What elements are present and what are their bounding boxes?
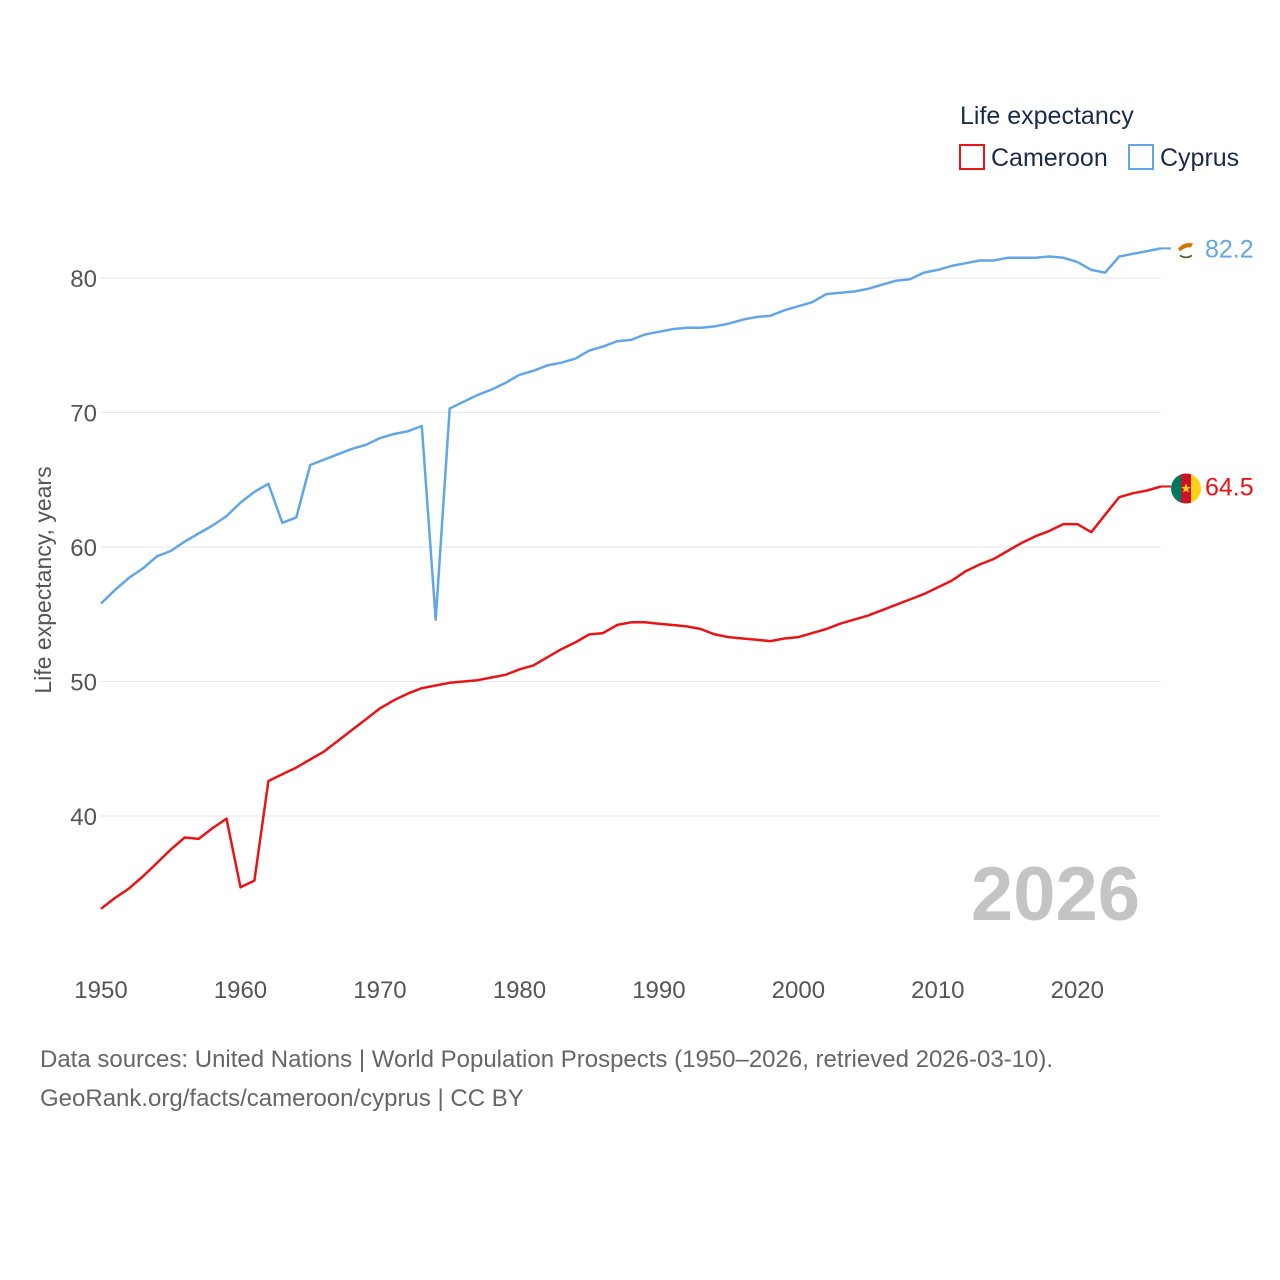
x-tick-label: 1970 — [353, 977, 406, 1004]
x-tick-label: 1990 — [632, 977, 685, 1004]
end-value-label-cyprus: 82.2 — [1205, 235, 1254, 263]
y-tick-label: 60 — [70, 535, 97, 562]
x-tick-label: 1960 — [214, 977, 267, 1004]
source-link[interactable]: GeoRank.org/facts/cameroon/cyprus | CC B… — [40, 1085, 524, 1112]
x-tick-label: 1980 — [493, 977, 546, 1004]
legend[interactable]: Life expectancy Cameroon Cyprus — [959, 102, 1239, 172]
footer: Data sources: United Nations | World Pop… — [40, 1040, 1260, 1118]
series-line-cyprus[interactable] — [100, 247, 1162, 621]
legend-swatch-cyprus — [1128, 144, 1154, 170]
cameroon-flag-icon — [1171, 473, 1201, 504]
y-tick-label: 50 — [70, 670, 97, 697]
legend-label-cameroon: Cameroon — [991, 144, 1108, 172]
data-sources-text: Data sources: United Nations | World Pop… — [40, 1046, 1054, 1073]
y-axis-ticks: 40 50 60 70 80 — [70, 266, 97, 831]
series-group: 64.5 82.2 — [100, 235, 1254, 910]
x-tick-label: 2010 — [911, 977, 964, 1004]
x-tick-label: 2020 — [1051, 977, 1104, 1004]
x-axis-ticks: 1950 1960 1970 1980 1990 2000 2010 2020 — [74, 977, 1104, 1004]
legend-swatch-cameroon — [959, 144, 985, 170]
y-tick-label: 40 — [70, 804, 97, 831]
legend-item-cyprus[interactable]: Cyprus — [1128, 144, 1239, 172]
legend-item-cameroon[interactable]: Cameroon — [959, 144, 1108, 172]
line-chart: 40 50 60 70 80 1950 1960 1970 1980 1990 2000 2010 2… — [30, 102, 1254, 1004]
x-tick-label: 1950 — [74, 977, 127, 1004]
series-line-cameroon[interactable] — [100, 485, 1162, 910]
legend-label-cyprus: Cyprus — [1160, 144, 1239, 172]
x-tick-label: 2000 — [772, 977, 825, 1004]
y-tick-label: 80 — [70, 266, 97, 293]
year-watermark: 2026 — [971, 852, 1140, 937]
legend-title: Life expectancy — [960, 102, 1134, 130]
end-value-label-cameroon: 64.5 — [1205, 473, 1254, 501]
y-tick-label: 70 — [70, 401, 97, 428]
cyprus-flag-icon — [1171, 235, 1201, 266]
y-axis-label: Life expectancy, years — [30, 466, 56, 693]
gridlines — [101, 277, 1161, 817]
